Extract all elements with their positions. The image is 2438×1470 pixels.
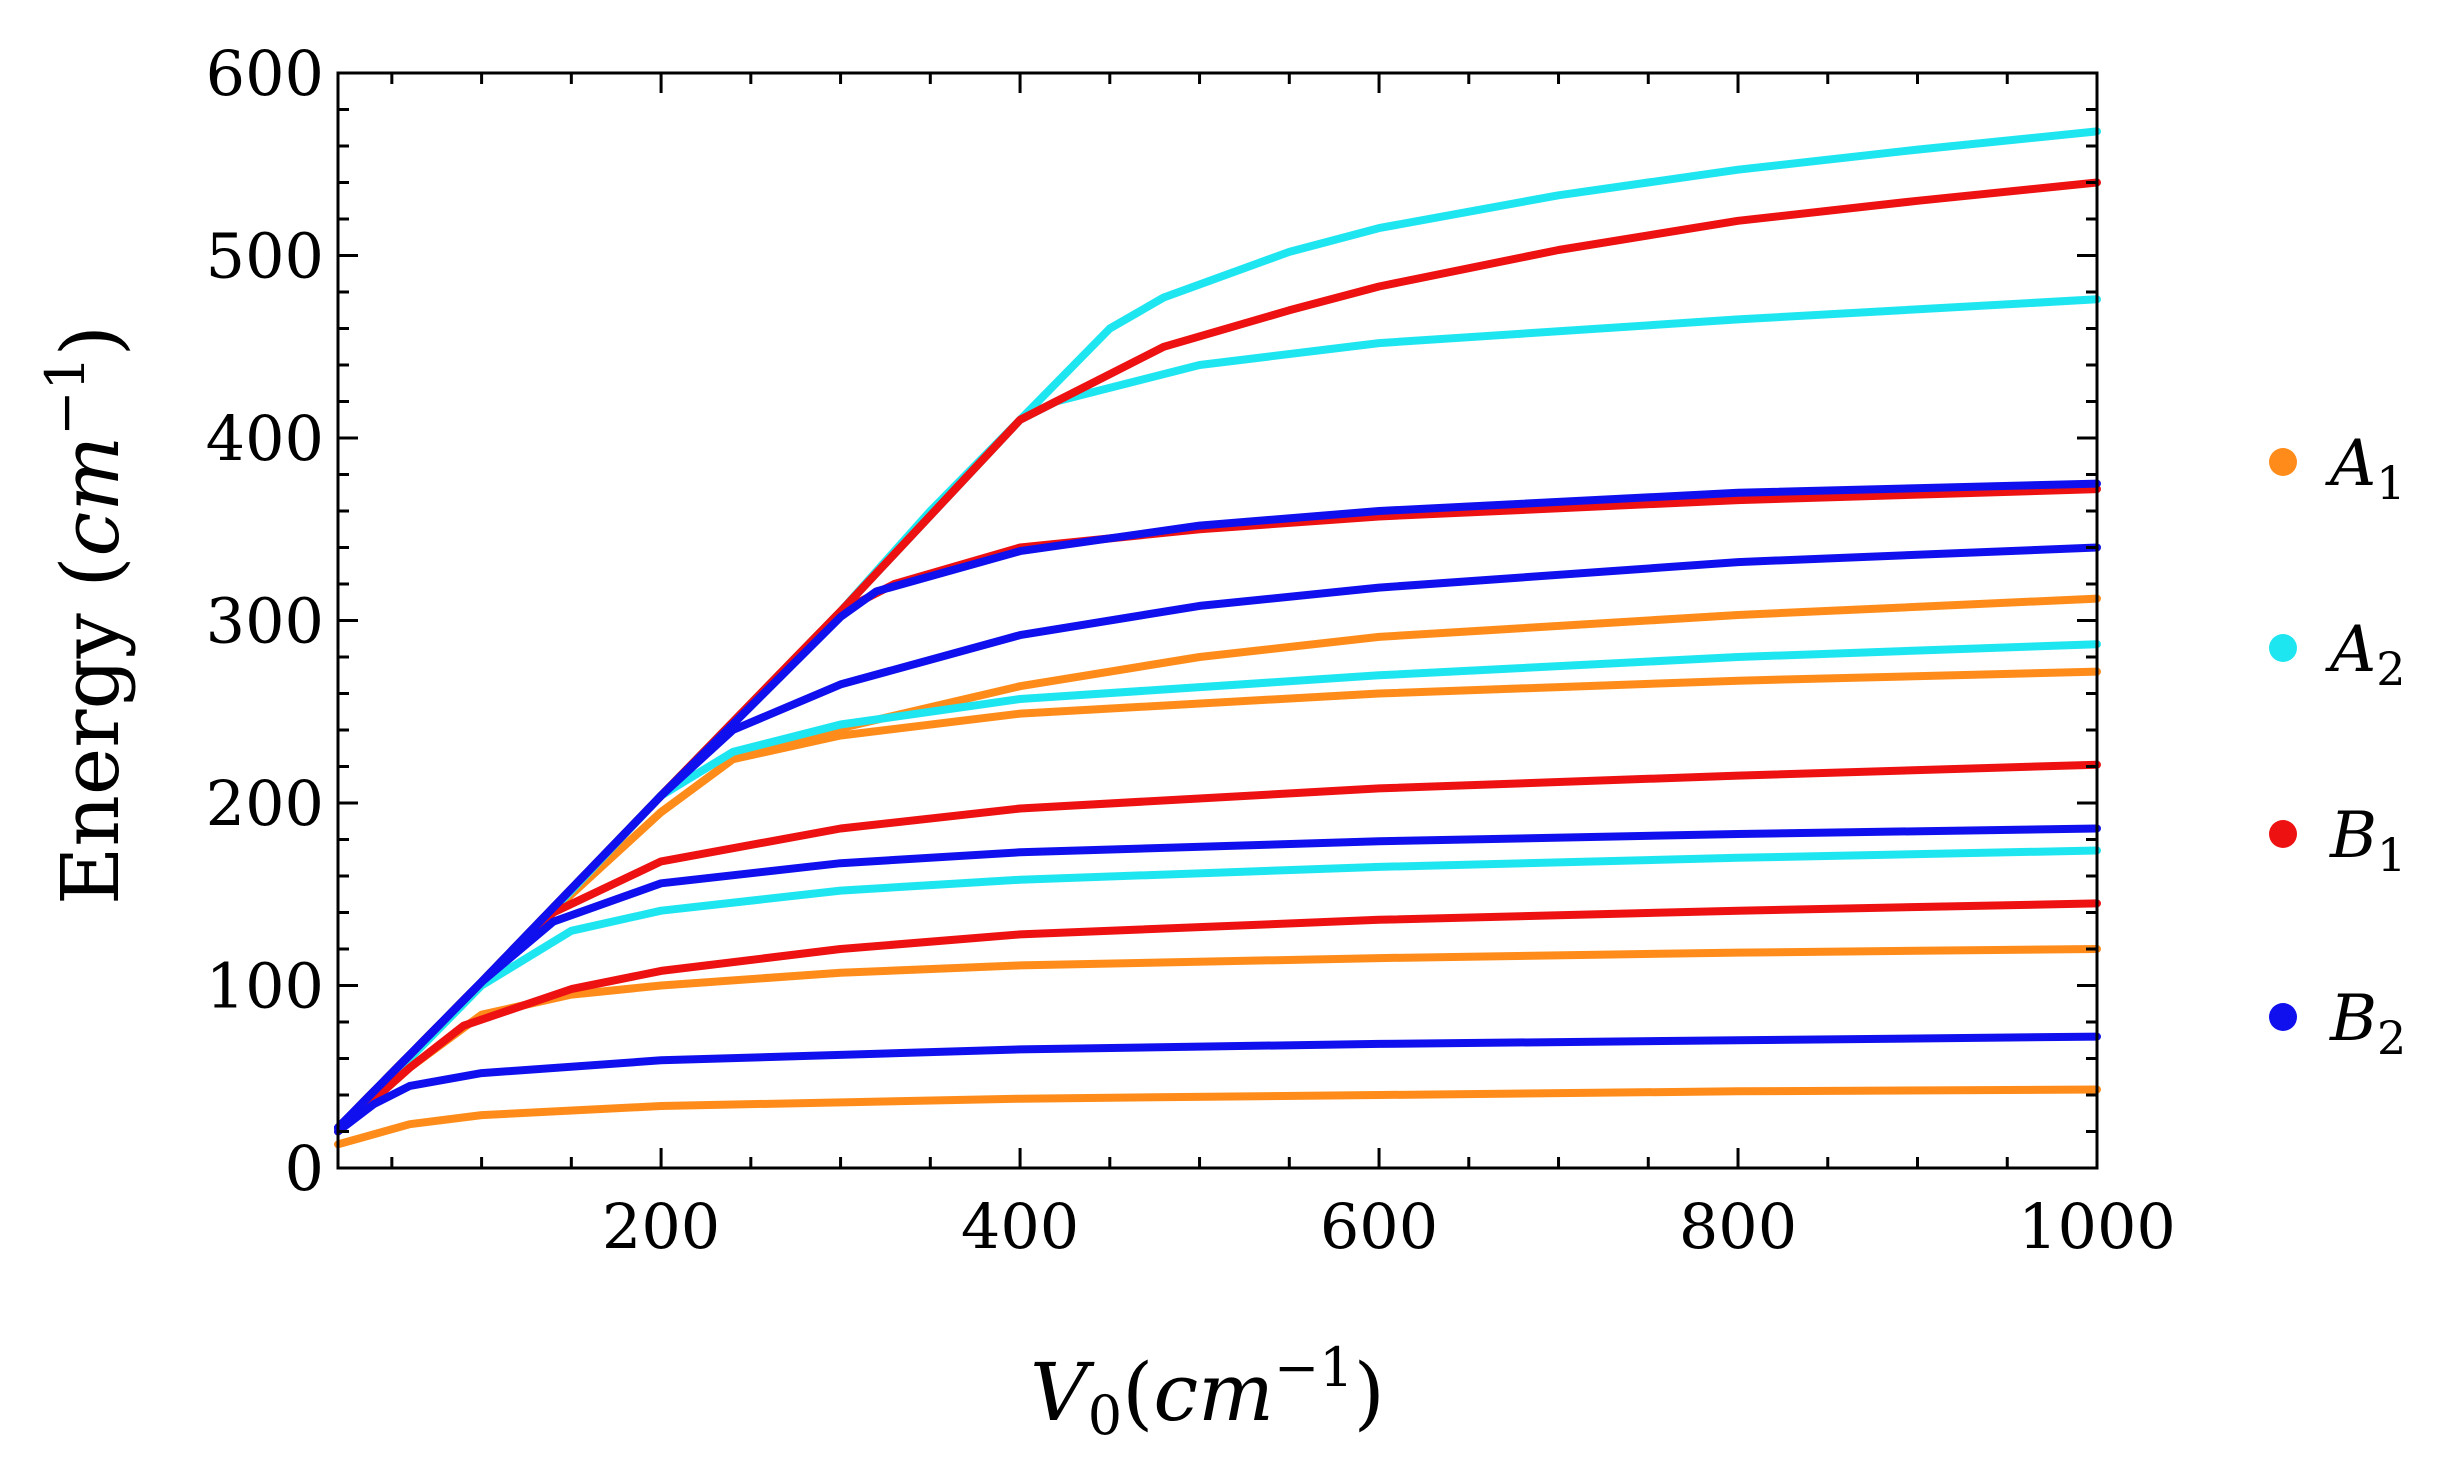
legend-label-b2-name: B [2329,982,2377,1056]
x-axis-title-sup: −1 [1274,1336,1354,1399]
legend-item-b2: B2 [2269,982,2406,1065]
x-tick-label: 400 [961,1190,1079,1263]
y-tick-label: 500 [206,220,324,293]
y-tick-label: 200 [206,767,324,840]
series-line-a1-a [334,1085,2101,1149]
x-axis-title-unit: cm [1153,1346,1274,1439]
legend-label-b1-name: B [2329,799,2377,873]
legend-label-b1: B1 [2329,799,2406,882]
y-axis-title-open: ( [44,556,137,613]
legend-label-b2: B2 [2329,982,2406,1065]
series-line-b2-a [334,1032,2101,1136]
x-axis-title-main: V [1030,1346,1095,1439]
x-axis-title-sub: 0 [1088,1384,1122,1447]
legend-label-a1-sub: 1 [2376,456,2405,510]
x-tick-label: 800 [1679,1190,1797,1263]
x-axis-title-close: ) [1354,1346,1385,1439]
x-tick-label: 200 [602,1190,720,1263]
legend-label-a2-sub: 2 [2376,642,2405,696]
x-tick-label: 1000 [2018,1190,2176,1263]
x-tick-label: 600 [1320,1190,1438,1263]
legend-item-a2: A2 [2269,613,2406,696]
legend-label-a2: A2 [2325,613,2406,696]
y-tick-label: 600 [206,37,324,110]
y-axis-title-main: Energy [44,613,137,905]
legend-label-b2-sub: 2 [2377,1011,2406,1065]
y-axis-title-unit: cm [44,436,137,557]
labels-layer: 200 400 600 800 1000 0 100 200 300 400 500 600 [206,37,2176,1263]
series-line-b2-d [334,479,2101,1132]
plot-frame [336,71,2099,1170]
legend-marker-a2 [2269,634,2297,662]
legend: A1 A2 B1 B2 [2269,427,2406,1065]
legend-marker-a1 [2269,448,2297,476]
x-axis-title-open: ( [1122,1346,1153,1439]
series-layer [334,127,2101,1149]
y-tick-label: 0 [285,1132,324,1205]
legend-label-b1-sub: 1 [2377,828,2406,882]
legend-item-a1: A1 [2269,427,2406,510]
x-axis-title: V0(cm−1) [1030,1336,1385,1447]
y-axis-title-close: ) [44,325,137,356]
legend-label-a1: A1 [2325,427,2406,510]
legend-label-a1-name: A [2325,427,2376,501]
y-tick-label: 400 [206,402,324,475]
legend-item-b1: B1 [2269,799,2406,882]
legend-marker-b1 [2269,820,2297,848]
legend-label-a2-name: A [2325,613,2376,687]
y-axis-title: Energy (cm−1) [34,325,137,905]
y-axis-title-sup: −1 [34,356,97,436]
series-line-b1-a [334,899,2101,1136]
y-tick-label: 300 [206,585,324,658]
y-tick-label: 100 [206,950,324,1023]
legend-marker-b2 [2269,1003,2297,1031]
